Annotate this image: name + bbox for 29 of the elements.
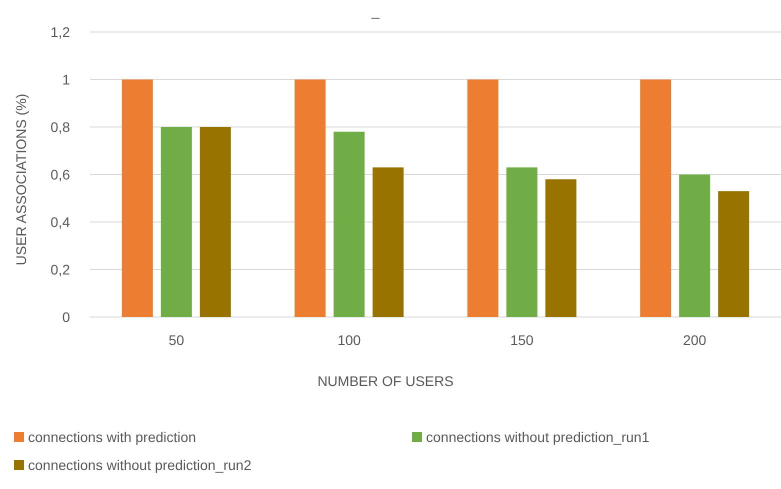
chart-title: _ (370, 3, 380, 19)
bar (372, 167, 404, 317)
legend-label: connections without prediction_run2 (28, 456, 252, 473)
bar (718, 191, 750, 317)
x-tick-label: 150 (510, 332, 534, 348)
y-axis-title: USER ASSOCIATIONS (%) (13, 94, 29, 266)
bar (122, 80, 153, 317)
y-tick-label: 0,2 (50, 261, 70, 278)
y-tick-label: 0,6 (50, 166, 70, 182)
bar (545, 179, 576, 317)
bar (294, 80, 326, 317)
bar (334, 132, 365, 317)
x-tick-label: 50 (168, 332, 184, 348)
y-tick-label: 1 (62, 71, 70, 88)
x-tick-label: 100 (337, 332, 362, 348)
bar (506, 167, 538, 317)
y-tick-label: 0,4 (50, 214, 70, 230)
bar (200, 127, 231, 317)
y-tick-label: 1,2 (50, 24, 70, 40)
bar (640, 80, 672, 317)
x-tick-label: 200 (682, 332, 707, 348)
y-tick-label: 0 (62, 308, 70, 325)
x-axis-title: NUMBER OF USERS (317, 373, 454, 389)
legend-label: connections with prediction (28, 428, 196, 445)
y-tick-label: 0,8 (50, 118, 70, 135)
bar (679, 174, 710, 317)
legend-label: connections without prediction_run1 (426, 428, 650, 445)
bar (467, 80, 498, 317)
bar (160, 127, 192, 317)
